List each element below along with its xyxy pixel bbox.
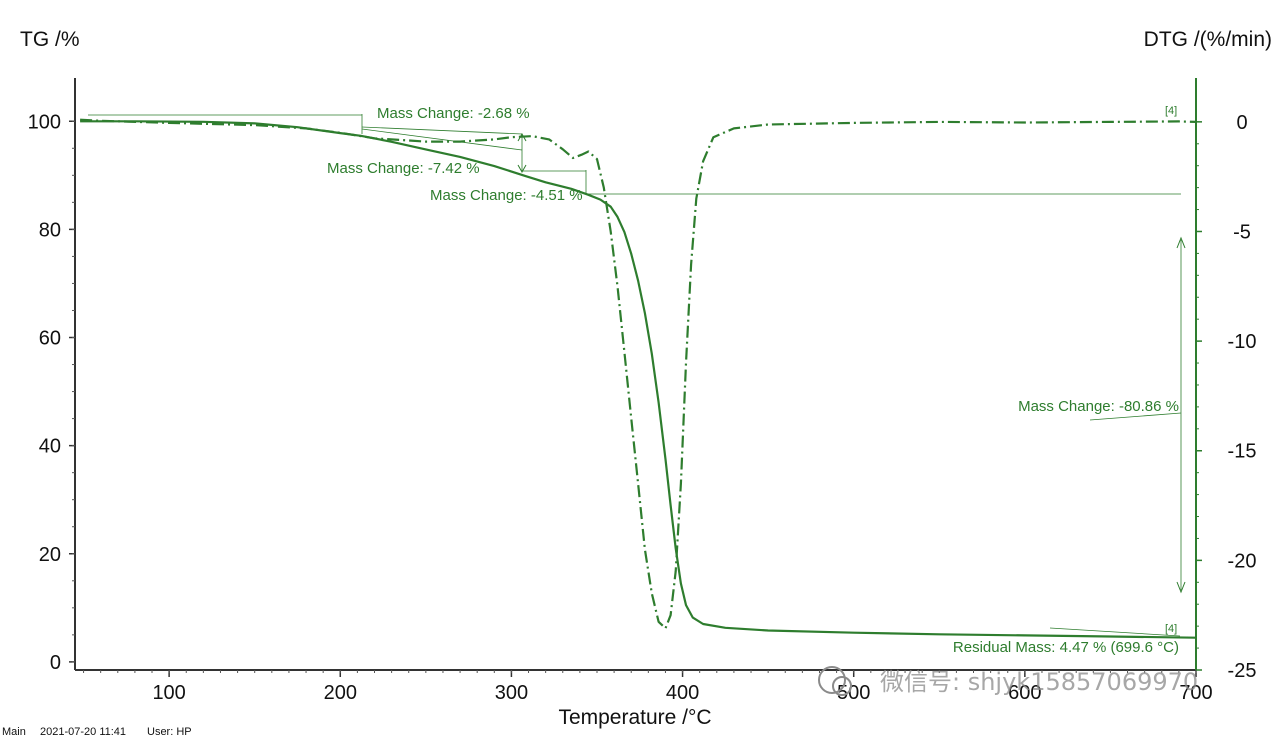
annotation-guides — [88, 114, 1182, 637]
tick-labels: 100 200 300 400 500 600 700 0 20 40 60 80 100 0 -5 -10 -… — [28, 111, 1257, 704]
mass-change-arrow — [1176, 236, 1186, 594]
x-tick-label: 600 — [1008, 682, 1041, 704]
right-y-tick-label: -20 — [1228, 550, 1257, 572]
watermark: 微信号: shjyk15857069970 — [818, 666, 1198, 696]
watermark-text: 微信号: shjyk15857069970 — [880, 668, 1198, 696]
left-axis-title: TG /% — [20, 28, 80, 51]
annotation-mass-change-4: Mass Change: -80.86 % — [1018, 398, 1179, 415]
right-y-tick-label: -10 — [1228, 331, 1257, 353]
right-axis-title: DTG /(%/min) — [1144, 28, 1272, 51]
dtg-curve — [80, 118, 1197, 630]
tg-curve — [80, 120, 1196, 639]
left-y-tick-label: 100 — [28, 111, 61, 133]
x-tick-label: 200 — [324, 682, 357, 704]
arrow-head-up — [517, 132, 527, 142]
right-y-tick-label: 0 — [1236, 112, 1247, 134]
step-arrow — [517, 132, 527, 174]
annotation-mass-change-2: Mass Change: -7.42 % — [327, 160, 480, 177]
left-y-tick-label: 40 — [39, 436, 61, 458]
right-y-tick-label: -5 — [1233, 221, 1251, 243]
x-tick-label: 500 — [837, 682, 870, 704]
series-group — [80, 118, 1197, 639]
arrow-head-down — [517, 164, 527, 174]
x-tick-label: 700 — [1179, 682, 1212, 704]
x-axis-title: Temperature /°C — [558, 706, 711, 729]
arrow-head-up — [1176, 236, 1186, 249]
segment-marker-tg: [4] — [1165, 623, 1177, 635]
x-tick-label: 100 — [152, 682, 185, 704]
left-y-tick-label: 0 — [50, 652, 61, 674]
left-y-tick-label: 60 — [39, 328, 61, 350]
x-tick-label: 400 — [666, 682, 699, 704]
footer-datetime: 2021-07-20 11:41 — [40, 726, 126, 737]
left-y-tick-label: 20 — [39, 544, 61, 566]
left-y-tick-label: 80 — [39, 219, 61, 241]
wechat-icon-bubble — [832, 676, 852, 696]
axes — [69, 78, 1202, 677]
arrow-head-down — [1176, 581, 1186, 594]
right-y-tick-label: -25 — [1228, 660, 1257, 682]
right-y-tick-label: -15 — [1228, 441, 1257, 463]
annotation-mass-change-1: Mass Change: -2.68 % — [377, 105, 530, 122]
footer-user: User: HP — [147, 726, 192, 737]
segment-marker-dtg: [4] — [1165, 105, 1177, 117]
footer-main: Main — [2, 726, 26, 737]
wechat-icon — [818, 666, 846, 694]
x-tick-label: 300 — [495, 682, 528, 704]
annotation-residual-mass: Residual Mass: 4.47 % (699.6 °C) — [953, 639, 1179, 656]
annotation-mass-change-3: Mass Change: -4.51 % — [430, 187, 583, 204]
